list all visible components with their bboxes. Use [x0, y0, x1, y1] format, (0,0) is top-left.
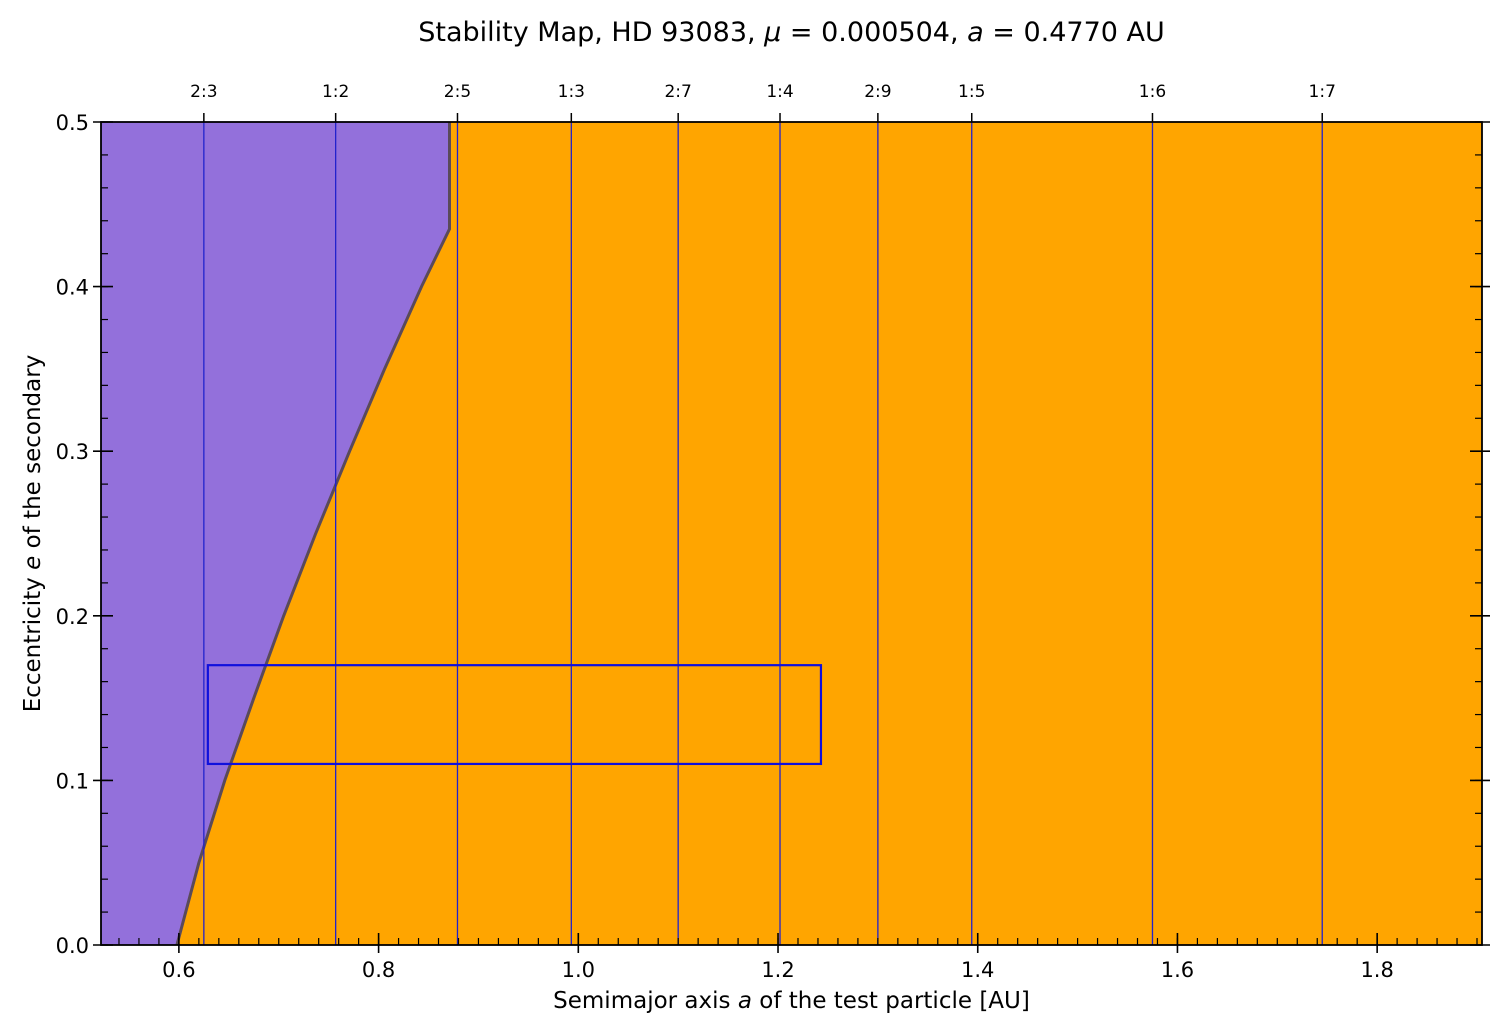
x-axis-label: Semimajor axis a of the test particle [A… — [553, 988, 1030, 1014]
title-part-mu: μ — [763, 17, 781, 48]
xlabel-part-1: Semimajor axis — [553, 988, 738, 1014]
y-tick-label: 0.5 — [56, 111, 89, 135]
axis-ticks — [93, 113, 1490, 953]
resonance-label-2-9: 2:9 — [864, 82, 891, 102]
chart-title: Stability Map, HD 93083, μ = 0.000504, a… — [418, 17, 1165, 48]
resonance-label-1-2: 1:2 — [322, 82, 349, 102]
title-part-3: = 0.000504, — [781, 17, 967, 48]
plot-area — [101, 122, 1482, 945]
y-tick-label: 0.4 — [56, 276, 89, 300]
y-tick-label: 0.0 — [56, 934, 89, 958]
title-part-5: = 0.4770 AU — [984, 17, 1165, 48]
resonance-label-2-7: 2:7 — [664, 82, 691, 102]
resonance-label-1-4: 1:4 — [766, 82, 793, 102]
x-tick-label: 1.4 — [961, 958, 994, 982]
y-tick-labels: 0.0 0.1 0.2 0.3 0.4 0.5 — [56, 111, 89, 958]
x-tick-label: 1.0 — [562, 958, 595, 982]
y-axis-label: Eccentricity e of the secondary — [20, 355, 46, 713]
resonance-label-1-3: 1:3 — [558, 82, 585, 102]
y-tick-label: 0.3 — [56, 440, 89, 464]
ylabel-part-3: of the secondary — [20, 355, 46, 556]
resonance-lines — [203, 122, 1323, 945]
unstable-region — [101, 122, 450, 945]
xlabel-part-a: a — [738, 988, 752, 1014]
y-tick-label: 0.2 — [56, 605, 89, 629]
y-tick-label: 0.1 — [56, 769, 89, 793]
x-tick-label: 1.6 — [1161, 958, 1194, 982]
title-part-1: Stability Map, HD 93083, — [418, 17, 764, 48]
ylabel-part-1: Eccentricity — [20, 570, 46, 712]
x-tick-label: 0.8 — [362, 958, 395, 982]
x-tick-label: 1.8 — [1360, 958, 1393, 982]
xlabel-part-3: of the test particle [AU] — [752, 988, 1030, 1014]
x-tick-labels: 0.6 0.8 1.0 1.2 1.4 1.6 1.8 — [162, 958, 1394, 982]
plot-frame — [100, 121, 1483, 946]
resonance-label-2-3: 2:3 — [190, 82, 217, 102]
x-tick-label: 0.6 — [162, 958, 195, 982]
resonance-label-1-5: 1:5 — [958, 82, 985, 102]
resonance-label-2-5: 2:5 — [444, 82, 471, 102]
resonance-label-1-7: 1:7 — [1309, 82, 1336, 102]
ylabel-part-e: e — [20, 556, 46, 570]
stability-boundary-curve — [175, 122, 451, 945]
parameter-box — [206, 664, 823, 766]
resonance-label-1-6: 1:6 — [1139, 82, 1166, 102]
title-part-a: a — [967, 17, 984, 48]
x-tick-label: 1.2 — [761, 958, 794, 982]
resonance-labels: 2:3 1:2 2:5 1:3 2:7 1:4 2:9 1:5 1:6 1:7 — [190, 82, 1336, 102]
